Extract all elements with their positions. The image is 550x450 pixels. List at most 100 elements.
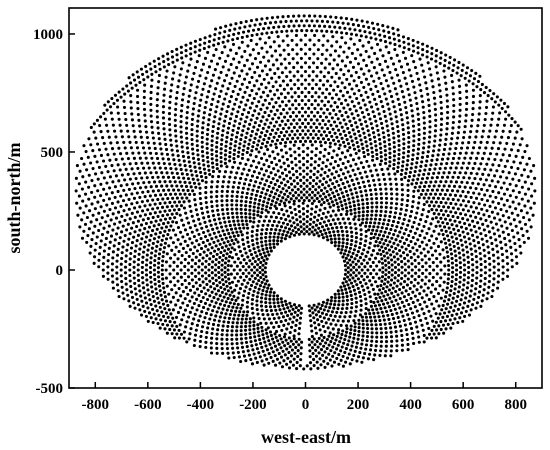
data-point [265,279,269,283]
data-point [387,142,392,146]
data-point [400,343,404,347]
data-point [299,184,303,188]
data-point [392,303,396,307]
data-point [359,303,363,307]
data-point [447,310,451,314]
data-point [388,321,392,326]
data-point [375,124,379,128]
data-point [146,141,150,145]
data-point [497,191,501,195]
data-point [233,148,237,152]
data-point [356,113,360,117]
data-point [182,87,186,91]
data-point [205,205,209,209]
data-point [136,268,140,272]
data-point [235,341,239,346]
data-point [260,207,264,211]
data-point [104,147,108,151]
data-point [145,130,149,134]
data-point [462,258,466,262]
data-point [188,237,192,241]
data-point [120,230,124,234]
data-point [370,174,374,178]
data-point [230,203,234,207]
data-point [86,155,90,159]
data-point [239,207,243,211]
data-point [392,145,396,149]
data-point [474,230,478,234]
data-point [453,249,457,253]
data-point [231,351,235,355]
data-point [307,98,311,103]
data-point [450,80,454,84]
data-point [451,321,455,326]
data-point [411,290,415,294]
data-point [344,280,348,284]
data-point [149,220,153,224]
data-point [194,328,198,332]
data-point [102,226,106,230]
data-point [99,130,103,134]
data-point [305,225,309,229]
data-point [235,207,239,211]
data-point [447,66,451,70]
data-point [508,153,512,158]
data-point [352,182,356,187]
data-point [209,341,213,345]
data-point [375,264,379,268]
data-point [402,151,406,155]
data-point [288,176,293,180]
data-point [387,317,391,321]
data-point [339,225,343,229]
data-point [198,186,202,190]
data-point [213,218,217,222]
data-point [458,266,463,270]
data-point [404,228,408,232]
data-point [494,195,498,199]
data-point [242,310,246,314]
data-point [341,94,345,98]
data-point [180,98,185,102]
data-point [138,228,142,232]
data-point [330,96,334,100]
data-point [316,191,320,195]
data-point [354,227,358,231]
data-point [280,137,285,142]
data-point [339,311,343,315]
data-point [400,198,404,202]
data-point [413,216,418,220]
data-point [469,205,473,209]
data-point [165,323,170,327]
data-point [235,79,239,83]
data-point [523,180,527,184]
data-point [374,344,378,348]
data-point [407,140,411,144]
data-point [460,166,464,170]
data-point [292,221,296,225]
data-point [406,179,411,183]
data-point [216,239,220,243]
data-point [198,339,202,343]
data-point [257,279,261,283]
data-point [255,92,259,96]
data-point [269,355,273,360]
data-point [253,70,257,74]
data-point [190,265,194,269]
data-point [380,335,384,339]
data-point [363,103,367,107]
data-point [500,224,504,228]
data-point [285,327,289,331]
data-point [393,211,398,215]
data-point [405,111,409,115]
data-point [215,141,219,145]
data-point [284,151,288,155]
data-point [465,291,469,295]
data-point [530,182,534,186]
data-point [393,307,397,311]
data-point [245,305,249,309]
data-point [475,265,479,269]
data-point [272,40,276,44]
data-point [328,141,332,145]
data-point [526,236,531,240]
data-point [475,129,479,133]
